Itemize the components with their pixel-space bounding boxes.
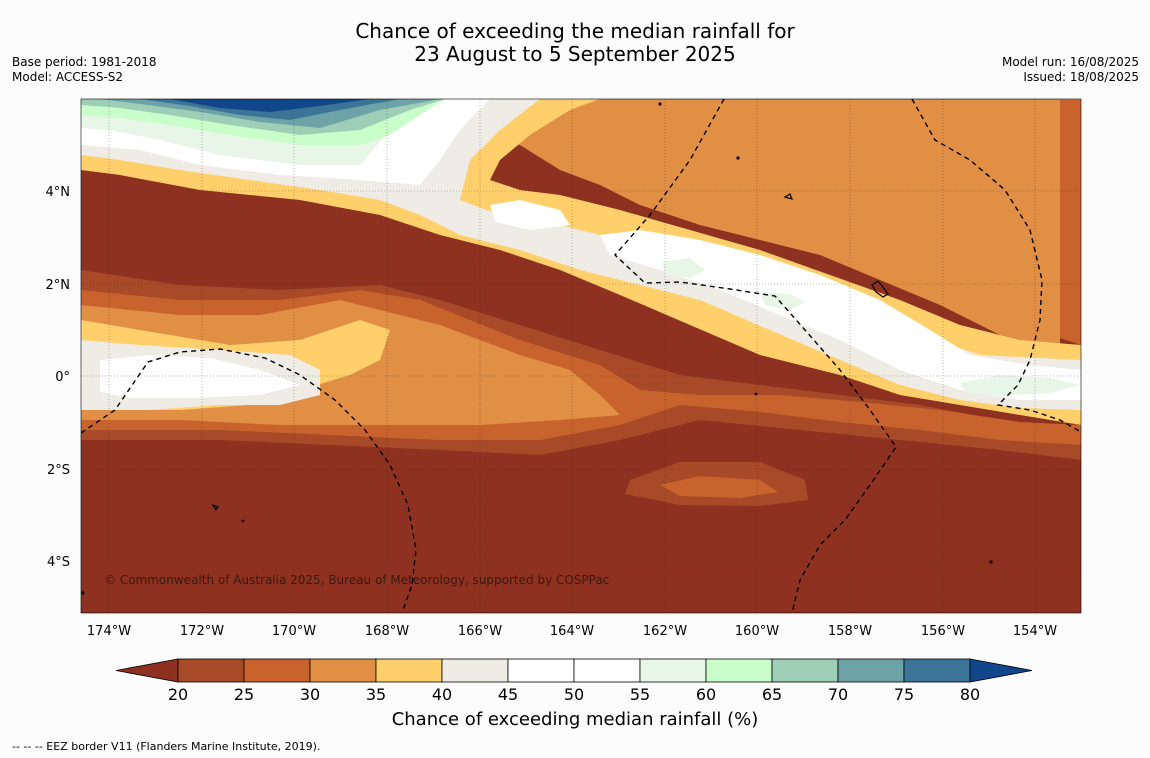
islands: [81, 102, 993, 595]
issued-label: Issued: 18/08/2025: [1023, 70, 1139, 84]
lon-label: 158°W: [828, 624, 872, 639]
colorbar-segment: [507, 658, 575, 683]
colorbar-tick-label: 25: [234, 685, 254, 704]
colorbar-extend-high: [969, 658, 1033, 683]
band-45-55-patch: [490, 200, 570, 230]
colorbar-tick-label: 80: [960, 685, 980, 704]
colorbar-tick-label: 55: [630, 685, 650, 704]
lon-label: 174°W: [87, 624, 131, 639]
colorbar-tick-label: 45: [498, 685, 518, 704]
eez-borders: [81, 99, 1081, 613]
band-45-55-south: [100, 355, 300, 398]
colorbar-tick-label: 30: [300, 685, 320, 704]
lon-label: 168°W: [365, 624, 409, 639]
colorbar-tick-label: 65: [762, 685, 782, 704]
model-run-label: Model run: 16/08/2025: [1001, 55, 1139, 69]
lon-label: 156°W: [921, 624, 965, 639]
colorbar-segment: [903, 658, 971, 683]
lat-label: 2°N: [46, 278, 71, 293]
lat-label: 4°N: [46, 185, 71, 200]
lat-label: 4°S: [47, 555, 70, 570]
band-30-35: [81, 99, 1081, 350]
colorbar-segment: [177, 658, 245, 683]
colorbar-tick-label: 70: [828, 685, 848, 704]
longitude-labels: 174°W 172°W 170°W 168°W 166°W 164°W 162°…: [87, 624, 1057, 639]
rainfall-contours: [81, 99, 1081, 613]
band-55-60-patch2: [760, 292, 805, 310]
colorbar-segment: [243, 658, 311, 683]
colorbar-segment: [375, 658, 443, 683]
lon-label: 160°W: [735, 624, 779, 639]
colorbar-segment: [639, 658, 707, 683]
copyright-text: © Commonwealth of Australia 2025, Bureau…: [104, 573, 609, 587]
latitude-labels: 4°N 2°N 0° 2°S 4°S: [46, 185, 71, 570]
lon-label: 164°W: [550, 624, 594, 639]
band-45-55-mid: [600, 230, 1081, 400]
colorbar-label: Chance of exceeding median rainfall (%): [391, 709, 759, 730]
colorbar-segment: [441, 658, 509, 683]
colorbar-tick-label: 75: [894, 685, 914, 704]
colorbar-tick-label: 20: [168, 685, 188, 704]
band-above-80: [170, 99, 370, 112]
band-55-60-patch3: [960, 375, 1081, 396]
map-title-line-2: 23 August to 5 September 2025: [414, 42, 736, 66]
band-55-60-patch1: [662, 258, 705, 278]
colorbar-segment: [705, 658, 773, 683]
colorbar-extend-low: [115, 658, 179, 683]
colorbar-tick-label: 40: [432, 685, 452, 704]
colorbar-tick-label: 35: [366, 685, 386, 704]
colorbar-tick-label: 50: [564, 685, 584, 704]
map-title-line-1: Chance of exceeding the median rainfall …: [355, 19, 795, 43]
colorbar: 20 25 30 35 40 45 50 55 60 65 70 75 80: [115, 658, 1033, 704]
base-period-label: Base period: 1981-2018: [12, 55, 157, 69]
colorbar-segment: [573, 658, 641, 683]
model-label: Model: ACCESS-S2: [12, 70, 124, 84]
lon-label: 162°W: [643, 624, 687, 639]
lon-label: 170°W: [272, 624, 316, 639]
lon-label: 166°W: [458, 624, 502, 639]
lat-label: 0°: [55, 370, 70, 385]
colorbar-tick-label: 60: [696, 685, 716, 704]
map-frame: [80, 98, 1082, 614]
lon-label: 154°W: [1013, 624, 1057, 639]
colorbar-segment: [837, 658, 905, 683]
band-25-30-patch: [660, 476, 778, 498]
eez-legend-note: -- -- -- EEZ border V11 (Flanders Marine…: [12, 740, 321, 753]
colorbar-segment: [771, 658, 839, 683]
lon-label: 172°W: [180, 624, 224, 639]
lat-label: 2°S: [47, 463, 70, 478]
colorbar-segment: [309, 658, 377, 683]
